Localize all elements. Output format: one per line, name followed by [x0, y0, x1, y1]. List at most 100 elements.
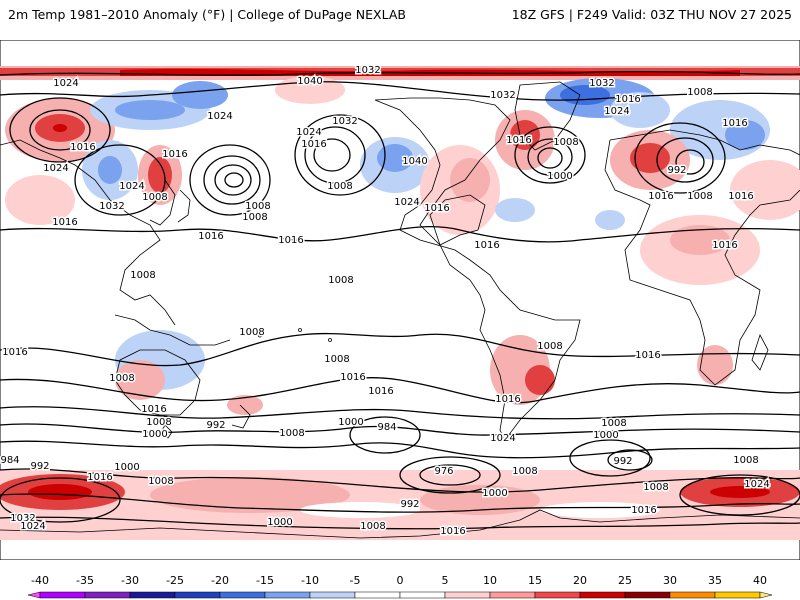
colorbar-tick-label: -20	[211, 574, 229, 587]
isobar-label: 1008	[537, 341, 562, 352]
isobar-label: 1032	[355, 65, 380, 76]
colorbar-swatch	[309, 591, 356, 599]
isobar-label: 1008	[360, 521, 385, 532]
colorbar-swatch	[714, 591, 761, 599]
colorbar-swatch	[39, 591, 86, 599]
colorbar-swatch	[84, 591, 131, 599]
isobar-label: 1032	[99, 201, 124, 212]
isobar-label: 1024	[53, 78, 78, 89]
isobar-label: 1016	[728, 191, 753, 202]
isobar-label: 992	[613, 456, 632, 467]
colorbar-tick-label: 10	[483, 574, 497, 587]
isobar-label: 1000	[482, 488, 507, 499]
isobar-label: 1024	[207, 111, 232, 122]
isobar-label: 1016	[198, 231, 223, 242]
isobar-label: 1016	[712, 240, 737, 251]
isobar-label: 1016	[2, 347, 27, 358]
isobar-label: 1024	[394, 197, 419, 208]
colorbar-swatch	[264, 591, 311, 599]
isobar-label: 1016	[635, 350, 660, 361]
isobar-label: 1016	[278, 235, 303, 246]
colorbar-tick-label: -25	[166, 574, 184, 587]
model-run-label: 18Z GFS | F249 Valid: 03Z THU NOV 27 202…	[511, 7, 792, 22]
isobar-label: 1024	[119, 181, 144, 192]
colorbar-swatch	[354, 591, 401, 599]
isobar-label: 1024	[20, 521, 45, 532]
isobar-label: 1016	[474, 240, 499, 251]
colorbar: -40 -35 -30 -25 -20 -15 -10 -5 0 5 10 15 20 25 30 35 40	[27, 574, 773, 599]
colorbar-swatch	[444, 591, 491, 599]
isobar-label: 984	[0, 455, 19, 466]
isobar-label: 1008	[142, 192, 167, 203]
isobar-label: 1008	[327, 181, 352, 192]
colorbar-tick-label: 5	[442, 574, 449, 587]
isobar-label: 1016	[70, 142, 95, 153]
isobar-label: 1040	[402, 156, 427, 167]
isobar-label: 1008	[242, 212, 267, 223]
isobar-label: 1016	[440, 526, 465, 537]
colorbar-swatch	[624, 591, 671, 599]
isobar-label: 1024	[744, 479, 769, 490]
isobar-label: 1008	[148, 476, 173, 487]
isobars	[0, 70, 800, 530]
isobar-label: 1016	[648, 191, 673, 202]
isobar-label: 1008	[643, 482, 668, 493]
colorbar-tick-label: 40	[753, 574, 767, 587]
isobar-label: 1040	[297, 76, 322, 87]
isobar-label: 1016	[52, 217, 77, 228]
isobar-label: 1016	[424, 203, 449, 214]
isobar-label: 1016	[631, 505, 656, 516]
isobar-label: 1024	[604, 106, 629, 117]
isobar-label: 1016	[722, 118, 747, 129]
colorbar-swatch	[129, 591, 176, 599]
isobar-label: 1008	[324, 354, 349, 365]
colorbar-swatch	[489, 591, 536, 599]
isobar-label: 1008	[601, 418, 626, 429]
colorbar-tick-label: -5	[350, 574, 361, 587]
colorbar-swatch	[579, 591, 626, 599]
isobar-label: 1008	[245, 201, 270, 212]
isobar-label: 1008	[279, 428, 304, 439]
isobar-label: 1000	[593, 430, 618, 441]
colorbar-swatch	[399, 591, 446, 599]
isobar-label: 1016	[495, 394, 520, 405]
isobar-label: 1008	[130, 270, 155, 281]
colorbar-tick-label: 35	[708, 574, 722, 587]
isobar-label: 1008	[512, 466, 537, 477]
colorbar-max-extension	[759, 591, 773, 599]
isobar-label: 992	[400, 499, 419, 510]
isobar-label: 1016	[368, 386, 393, 397]
isobar-label: 1008	[239, 327, 264, 338]
coastlines	[0, 81, 800, 539]
isobar-label: 1016	[615, 94, 640, 105]
isobar-label: 1000	[142, 429, 167, 440]
colorbar-swatch	[669, 591, 716, 599]
colorbar-tick-label: -10	[301, 574, 319, 587]
colorbar-swatch	[534, 591, 581, 599]
isobar-label: 1024	[490, 433, 515, 444]
isobar-label: 1008	[733, 455, 758, 466]
isobar-label: 1000	[338, 417, 363, 428]
isobar-label: 1000	[267, 517, 292, 528]
isobar-label: 1032	[332, 116, 357, 127]
map-title: 2m Temp 1981–2010 Anomaly (°F) | College…	[8, 7, 406, 22]
isobar-label: 1008	[328, 275, 353, 286]
isobar-label: 1024	[43, 163, 68, 174]
isobar-label: 976	[434, 466, 453, 477]
colorbar-ticks: -40 -35 -30 -25 -20 -15 -10 -5 0 5 10 15 20 25 30 35 40	[31, 574, 767, 587]
colorbar-tick-label: -30	[121, 574, 139, 587]
colorbar-tick-label: 15	[528, 574, 542, 587]
isobar-label: 992	[30, 461, 49, 472]
isobar-label: 1008	[109, 373, 134, 384]
isobar-label: 1016	[141, 404, 166, 415]
isobar-label: 1000	[547, 171, 572, 182]
isobar-label: 1008	[553, 137, 578, 148]
isobar-label: 1032	[589, 78, 614, 89]
isobar-label: 1016	[162, 149, 187, 160]
isobar-label: 1016	[506, 135, 531, 146]
isobar-label: 1016	[340, 372, 365, 383]
isobar-label: 1008	[146, 417, 171, 428]
isobar-label: 1000	[114, 462, 139, 473]
